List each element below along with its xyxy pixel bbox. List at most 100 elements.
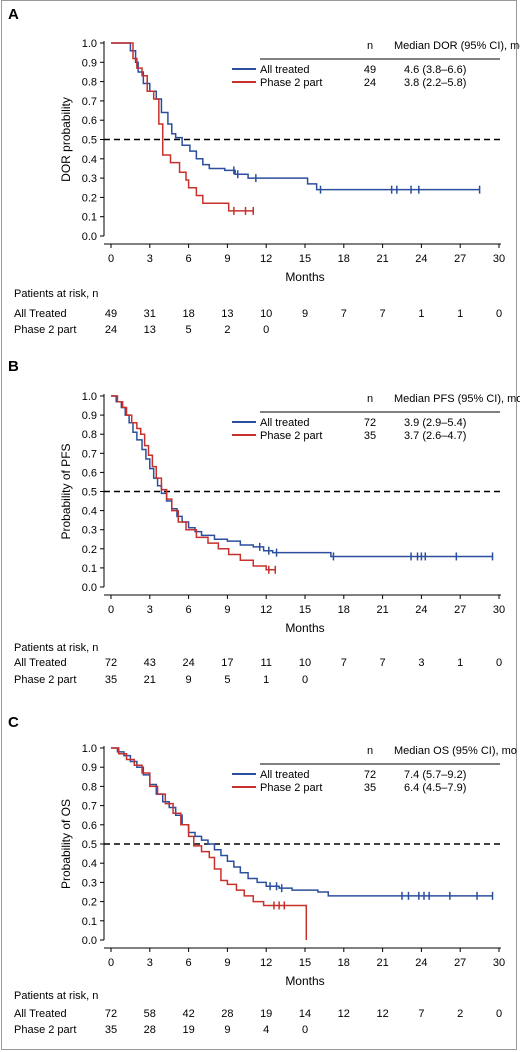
y-tick-label: 0.5 xyxy=(82,135,97,147)
legend-series-n: 35 xyxy=(364,782,376,794)
legend-series-median: 6.4 (4.5–7.9) xyxy=(404,782,466,794)
y-axis-label: DOR probability xyxy=(59,97,73,182)
x-tick-label: 9 xyxy=(224,253,230,265)
risk-value: 28 xyxy=(221,1008,234,1020)
legend-series-name: Phase 2 part xyxy=(260,77,322,89)
risk-value: 3 xyxy=(418,657,425,669)
x-tick-label: 12 xyxy=(260,957,272,969)
km-curve-all-treated xyxy=(111,747,493,897)
x-axis-label: Months xyxy=(285,270,324,284)
risk-value: 58 xyxy=(143,1008,156,1020)
legend-series-median: 4.6 (3.8–6.6) xyxy=(404,64,466,76)
x-tick-label: 24 xyxy=(415,957,427,969)
legend-series-median: 3.9 (2.9–5.4) xyxy=(404,417,466,429)
risk-value: 2 xyxy=(457,1008,464,1020)
x-tick-label: 9 xyxy=(224,604,230,616)
km-curve-phase2 xyxy=(111,395,276,571)
legend-header-median: Median DOR (95% CI), mo xyxy=(394,40,520,52)
risk-table-title: Patients at risk, n xyxy=(14,288,99,300)
x-tick-label: 24 xyxy=(415,604,427,616)
y-tick-label: 0.3 xyxy=(82,525,97,537)
legend-series-median: 3.7 (2.6–4.7) xyxy=(404,430,466,442)
x-tick-label: 21 xyxy=(376,957,388,969)
risk-value: 7 xyxy=(418,1008,425,1020)
y-axis-label: Probability of PFS xyxy=(59,443,73,539)
risk-row-label-phase2: Phase 2 part xyxy=(14,674,77,686)
risk-value: 0 xyxy=(263,324,270,336)
risk-value: 42 xyxy=(182,1008,195,1020)
y-tick-label: 0.2 xyxy=(82,192,97,204)
x-tick-label: 15 xyxy=(299,604,311,616)
km-chart-pfs: 0.0 0.1 0.2 0.3 0.4 0.5 0.6 0.7 0.8 0.9 1.0 0 3 6 9 12 1… xyxy=(59,391,520,635)
legend-series-name: Phase 2 part xyxy=(260,782,322,794)
x-tick-label: 18 xyxy=(338,253,350,265)
km-chart-dor: 0.0 0.1 0.2 0.3 0.4 0.5 0.6 0.7 0.8 0.9 1.0 0 3 6 9 12 1… xyxy=(59,38,520,284)
risk-value: 21 xyxy=(143,674,156,686)
risk-value: 24 xyxy=(104,324,118,336)
legend-header-n: n xyxy=(367,393,373,405)
x-tick-label: 6 xyxy=(186,957,192,969)
legend-header-median: Median OS (95% CI), mo xyxy=(394,745,517,757)
legend-header-median: Median PFS (95% CI), mo xyxy=(394,393,520,405)
risk-value: 49 xyxy=(104,308,118,320)
km-curve-phase2 xyxy=(111,747,308,940)
risk-value: 43 xyxy=(143,657,156,669)
risk-value: 19 xyxy=(260,1008,273,1020)
risk-value: 5 xyxy=(185,324,192,336)
x-tick-label: 27 xyxy=(454,604,466,616)
y-tick-label: 0.1 xyxy=(82,212,97,224)
risk-value: 7 xyxy=(340,657,347,669)
x-tick-label: 6 xyxy=(186,604,192,616)
y-tick-label: 0.3 xyxy=(82,877,97,889)
y-tick-label: 0.9 xyxy=(82,410,97,422)
panel-b: B 0.0 0.1 0.2 0.3 0.4 0.5 0.6 0.7 0.8 0.9 1.0 0 3 6 9 1… xyxy=(0,352,520,704)
y-tick-label: 0.5 xyxy=(82,839,97,851)
risk-value: 72 xyxy=(104,657,118,669)
risk-value: 35 xyxy=(104,1024,118,1036)
y-tick-label: 0.9 xyxy=(82,57,97,69)
risk-value: 24 xyxy=(182,657,195,669)
legend-series-name: All treated xyxy=(260,64,310,76)
risk-value: 2 xyxy=(224,324,231,336)
x-tick-label: 21 xyxy=(376,253,388,265)
risk-row-label-all: All Treated xyxy=(14,308,67,320)
risk-value: 12 xyxy=(337,1008,350,1020)
x-tick-label: 12 xyxy=(260,253,272,265)
x-axis-label: Months xyxy=(285,621,324,635)
y-tick-label: 0.7 xyxy=(82,96,97,108)
risk-value: 9 xyxy=(301,308,309,320)
x-tick-label: 9 xyxy=(224,957,230,969)
risk-row-label-phase2: Phase 2 part xyxy=(14,324,77,336)
risk-value: 13 xyxy=(143,324,156,336)
y-tick-label: 0.0 xyxy=(82,582,97,594)
x-tick-label: 18 xyxy=(338,957,350,969)
panel-a: A 0.0 0.1 0.2 0.3 0.4 0.5 0.6 0.7 0.8 0.9 1.0 0 3 6 9 1… xyxy=(0,0,520,350)
risk-value: 1 xyxy=(263,674,270,686)
legend-series-name: All treated xyxy=(260,417,310,429)
legend-series-name: Phase 2 part xyxy=(260,430,322,442)
risk-value: 0 xyxy=(301,674,309,686)
risk-value: 1 xyxy=(457,657,464,669)
y-tick-label: 0.0 xyxy=(82,231,97,243)
x-tick-label: 21 xyxy=(376,604,388,616)
y-tick-label: 0.0 xyxy=(82,935,97,947)
y-tick-label: 1.0 xyxy=(82,38,97,50)
risk-value: 0 xyxy=(495,657,503,669)
x-tick-label: 27 xyxy=(454,957,466,969)
legend-series-name: All treated xyxy=(260,769,310,781)
x-tick-label: 12 xyxy=(260,604,272,616)
legend-series-median: 3.8 (2.2–5.8) xyxy=(404,77,466,89)
km-chart-os: 0.0 0.1 0.2 0.3 0.4 0.5 0.6 0.7 0.8 0.9 1.0 0 3 6 9 12 1… xyxy=(59,743,517,988)
x-tick-label: 24 xyxy=(415,253,427,265)
y-tick-label: 0.5 xyxy=(82,487,97,499)
x-tick-label: 0 xyxy=(108,604,114,616)
risk-value: 0 xyxy=(301,1024,309,1036)
y-tick-label: 0.4 xyxy=(82,154,97,166)
y-tick-label: 1.0 xyxy=(82,743,97,755)
panel-label: C xyxy=(8,714,19,731)
x-tick-label: 30 xyxy=(493,604,505,616)
risk-value: 0 xyxy=(495,308,503,320)
risk-table-title: Patients at risk, n xyxy=(14,990,99,1002)
risk-value: 1 xyxy=(457,308,464,320)
risk-value: 11 xyxy=(260,657,272,669)
